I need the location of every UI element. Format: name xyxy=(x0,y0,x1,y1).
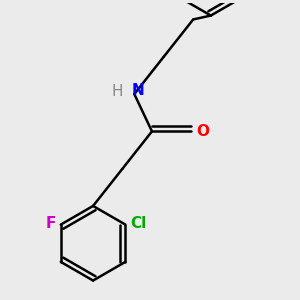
Text: F: F xyxy=(46,216,56,231)
Text: Cl: Cl xyxy=(130,216,146,231)
Text: O: O xyxy=(196,124,209,139)
Text: N: N xyxy=(132,82,145,98)
Text: H: H xyxy=(112,84,123,99)
